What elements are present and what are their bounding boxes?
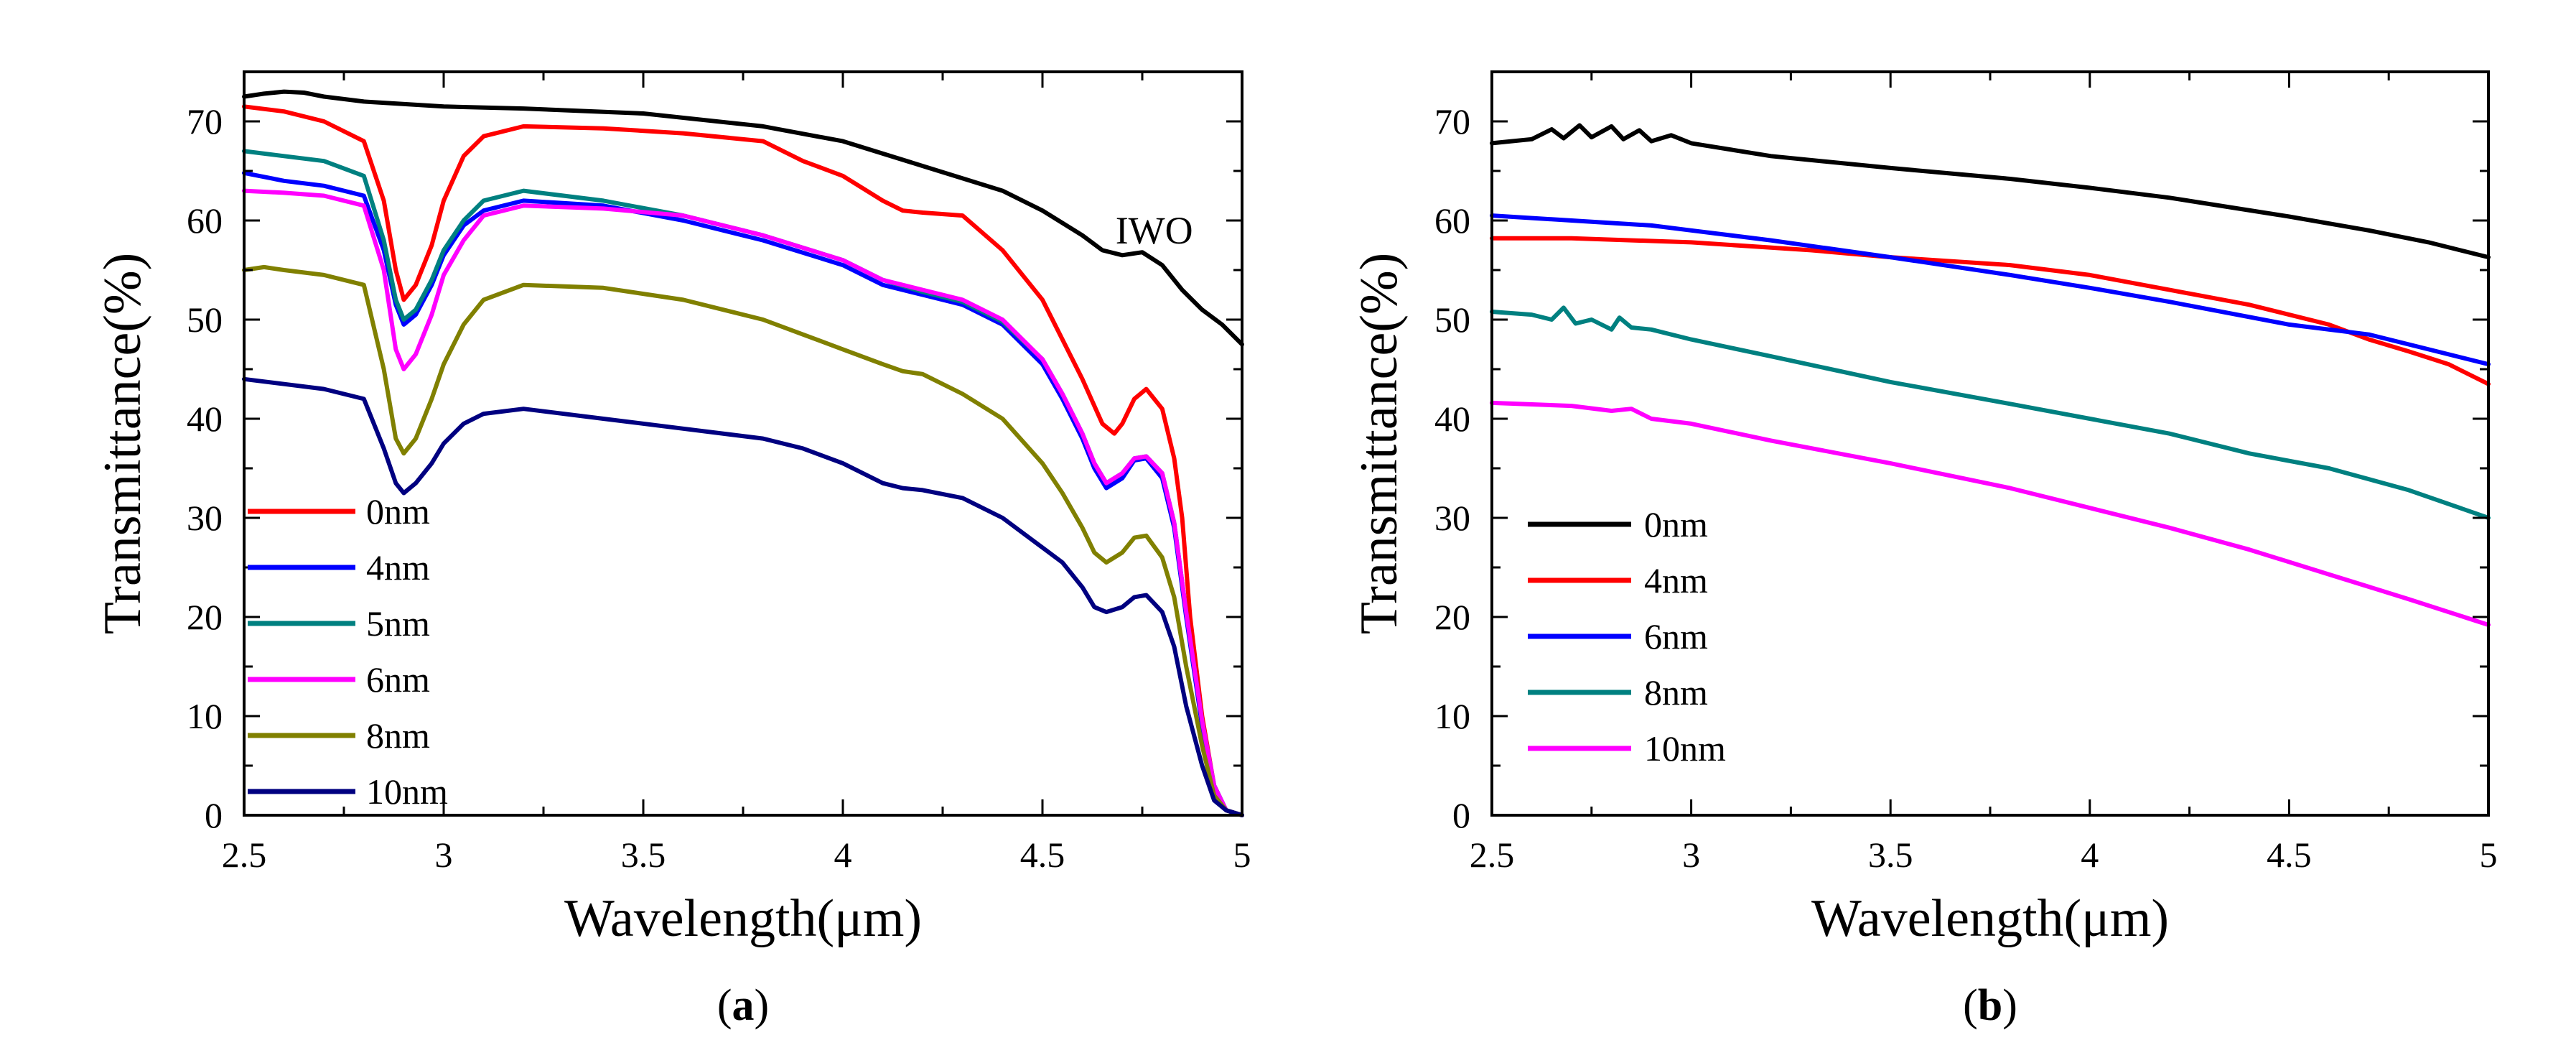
series-line-8nm (1490, 305, 2491, 520)
x-axis-title: Wavelength(μm) (1811, 889, 2169, 948)
y-tick-label: 50 (187, 300, 223, 340)
y-tick-label: 60 (187, 200, 223, 241)
legend-label: 10nm (1644, 728, 1726, 769)
x-tick-label: 4.5 (1020, 835, 1065, 875)
x-tick-label: 5 (1233, 835, 1251, 875)
legend: 0nm 4nm 6nm 8nm 10nm (1528, 504, 1726, 769)
plot-frame (1490, 70, 2490, 817)
chart-panel-b: 2.5 3 3.5 4 4.5 5010203040506070Wavelength(μm… (1350, 70, 2498, 1030)
legend-label: 6nm (1644, 616, 1708, 656)
y-tick-label: 20 (1434, 597, 1470, 637)
y-tick-label: 70 (1434, 101, 1470, 141)
y-tick-label: 40 (187, 399, 223, 439)
plot-frame (243, 70, 1243, 817)
y-axis: 0 10 20 30 40 50 60 70 (187, 70, 1242, 835)
x-tick-label: 4 (834, 835, 852, 875)
x-tick-label: 3.5 (621, 835, 666, 875)
y-tick-label: 0 (205, 795, 223, 835)
series-line-6nm (1490, 213, 2491, 367)
y-tick-label: 0 (1452, 795, 1470, 835)
x-tick-label: 4.5 (2267, 835, 2312, 875)
panel-label: (b) (1963, 981, 2017, 1030)
series-line-10nm (242, 376, 1244, 817)
y-tick-label: 40 (1434, 399, 1470, 439)
series-line-8nm (242, 264, 1244, 817)
series-line-iwo (242, 89, 1244, 347)
legend-label: 8nm (366, 715, 430, 756)
annotation-label: IWO (1116, 209, 1193, 252)
x-tick-label: 3 (435, 835, 453, 875)
x-axis-title: Wavelength(μm) (564, 889, 922, 948)
series-line-4nm (1490, 236, 2491, 386)
y-tick-label: 30 (187, 498, 223, 538)
legend-label: 10nm (366, 771, 448, 812)
y-tick-label: 10 (1434, 696, 1470, 736)
y-axis: 0 10 20 30 40 50 60 70 (1434, 70, 2488, 835)
x-tick-label: 3 (1682, 835, 1700, 875)
legend-label: 6nm (366, 659, 430, 700)
series-line-0nm (242, 104, 1244, 817)
legend-label: 5nm (366, 603, 430, 644)
legend-label: 0nm (1644, 504, 1708, 544)
x-tick-label: 2.5 (222, 835, 267, 875)
legend-label: 4nm (366, 547, 430, 588)
x-tick-label: 5 (2480, 835, 2498, 875)
chart-panel-a: 2.5 3 3.5 4 4.5 5010203040506070Wavelength(μm… (93, 70, 1251, 1030)
series-line-10nm (1490, 400, 2491, 627)
y-tick-label: 10 (187, 696, 223, 736)
series-group (1490, 123, 2491, 627)
legend-label: 0nm (366, 491, 430, 532)
y-axis-title: Transmittance(%) (1350, 253, 1409, 635)
x-axis: 2.5 3 3.5 4 4.5 5 (1470, 72, 2498, 875)
y-tick-label: 50 (1434, 300, 1470, 340)
panel-label: (a) (717, 981, 769, 1030)
series-line-6nm (242, 188, 1244, 817)
y-tick-label: 60 (1434, 200, 1470, 241)
legend-label: 4nm (1644, 560, 1708, 600)
y-tick-label: 70 (187, 101, 223, 141)
legend: 0nm 4nm 5nm 6nm 8nm 10nm (248, 491, 448, 812)
y-tick-label: 30 (1434, 498, 1470, 538)
x-axis: 2.5 3 3.5 4 4.5 5 (222, 72, 1251, 875)
x-tick-label: 3.5 (1868, 835, 1913, 875)
y-tick-label: 20 (187, 597, 223, 637)
x-tick-label: 2.5 (1470, 835, 1515, 875)
x-tick-label: 4 (2081, 835, 2099, 875)
y-axis-title: Transmittance(%) (93, 253, 152, 635)
series-line-0nm (1490, 123, 2491, 260)
series-group (242, 89, 1244, 817)
legend-label: 8nm (1644, 672, 1708, 712)
